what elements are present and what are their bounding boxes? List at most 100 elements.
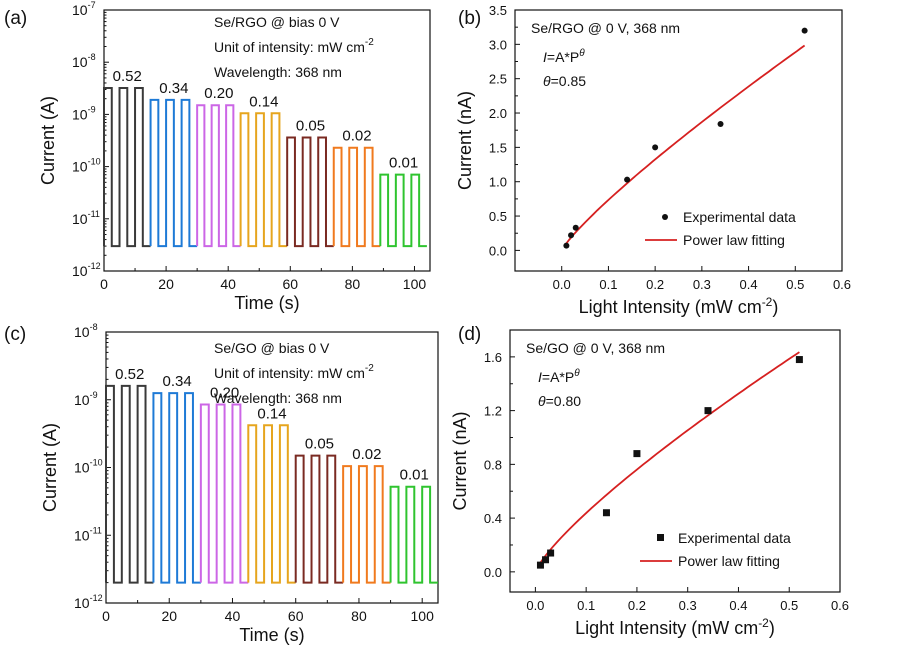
y-tick-exponent: -10	[88, 157, 101, 167]
theta-number: =0.80	[546, 393, 582, 409]
data-point	[568, 232, 575, 239]
x-tick-label: 0.0	[526, 598, 544, 613]
fit-formula: I=A*Pθ	[538, 368, 580, 385]
formula-exponent: θ	[574, 368, 580, 379]
pulse-series-line	[103, 87, 151, 248]
data-point	[652, 144, 659, 151]
data-point	[801, 27, 808, 34]
panel-b: (b) 0.0 0.1 0.2 0.3 0.4 0.5 0.6 0.0 0.5 1.0 1.5 2.0 2…	[455, 3, 851, 317]
panel-label: (d)	[458, 324, 481, 345]
y-tick-exponent: -11	[90, 525, 102, 535]
y-tick-label: 0.4	[484, 511, 502, 526]
y-tick-exponent: -10	[90, 458, 103, 468]
intensity-label: 0.20	[210, 385, 239, 402]
intensity-label: 0.05	[296, 118, 325, 135]
x-tick-label: 100	[403, 276, 427, 292]
y-tick-label: 10-12	[74, 593, 103, 611]
y-tick-label: 10-8	[72, 52, 96, 70]
x-tick-label: 0.1	[577, 598, 595, 613]
pulse-series-line	[286, 136, 334, 248]
x-tick-label: 0.2	[628, 598, 646, 613]
y-tick-label: 0.0	[484, 565, 502, 580]
intensity-label: 0.14	[249, 93, 278, 110]
y-tick-label: 10-8	[74, 322, 98, 340]
pulse-group: 0.01	[379, 155, 427, 248]
pulse-group: 0.02	[332, 128, 381, 248]
pulse-series-line	[196, 104, 241, 248]
y-tick-label: 1.2	[484, 404, 502, 419]
data-point	[717, 121, 724, 128]
data-point	[563, 242, 570, 249]
formula-body: =A*P	[542, 369, 574, 385]
x-tick-label: 80	[351, 608, 367, 624]
theta-value: θ=0.80	[538, 393, 581, 409]
x-tick-label: 0.5	[780, 598, 798, 613]
panel-label: (a)	[4, 8, 27, 29]
annotation-sample: Se/RGO @ 0 V, 368 nm	[531, 20, 680, 36]
y-tick-label: 10-11	[72, 209, 100, 227]
pulse-group: 0.34	[149, 80, 198, 248]
legend-label-data: Experimental data	[683, 209, 796, 225]
x-axis-label: Time (s)	[239, 625, 304, 645]
data-point	[795, 356, 803, 364]
y-tick-label: 10-11	[74, 525, 102, 543]
x-axis-label: Light Intensity (mW cm-2)	[575, 616, 775, 638]
panel-label: (b)	[458, 8, 481, 29]
y-tick-label: 10-10	[72, 157, 101, 175]
y-tick-label: 2.0	[489, 106, 507, 121]
legend-label-fit: Power law fitting	[683, 232, 785, 248]
x-tick-label: 60	[282, 276, 298, 292]
formula-current: I	[543, 49, 547, 65]
y-axis-label: Current (nA)	[450, 411, 470, 510]
y-axis-label: Current (A)	[40, 423, 60, 512]
intensity-label: 0.52	[115, 366, 144, 383]
y-tick-label: 1.6	[484, 350, 502, 365]
x-axis-label-exponent: -2	[758, 616, 769, 630]
intensity-label: 0.52	[113, 68, 142, 85]
pulse-group: 0.52	[105, 366, 154, 584]
y-tick-exponent: -7	[88, 0, 96, 10]
annotation-unit-exponent: -2	[365, 363, 374, 374]
annotation-wavelength: Wavelength: 368 nm	[214, 64, 342, 80]
data-point	[704, 407, 712, 415]
y-tick-label: 1.5	[489, 140, 507, 155]
pulse-series-line	[389, 485, 438, 584]
pulse-series-line	[239, 112, 288, 248]
theta-symbol: θ	[543, 73, 551, 89]
x-tick-label: 60	[288, 608, 304, 624]
y-axis-label: Current (A)	[38, 96, 58, 185]
intensity-label: 0.02	[342, 128, 371, 145]
y-tick-label: 1.0	[489, 175, 507, 190]
x-tick-label: 40	[225, 608, 241, 624]
pulse-group: 0.05	[294, 436, 344, 584]
pulse-series-line	[149, 98, 198, 248]
annotation-unit: Unit of intensity: mW cm-2	[214, 37, 374, 55]
theta-value: θ=0.85	[543, 73, 586, 89]
x-tick-label: 0.3	[679, 598, 697, 613]
y-tick-label: 10-9	[74, 390, 98, 408]
pulse-group: 0.20	[196, 85, 241, 248]
data-point	[624, 176, 631, 183]
x-tick-label: 0.4	[740, 277, 758, 292]
x-tick-label: 40	[220, 276, 236, 292]
y-tick-exponent: -8	[88, 52, 96, 62]
pulse-series-line	[294, 454, 344, 584]
data-point	[536, 561, 544, 569]
x-tick-label: 0.4	[729, 598, 747, 613]
fit-curve	[538, 351, 800, 565]
pulse-group: 0.02	[342, 446, 391, 584]
panel-c: (c) 0 20 40 60 80 100 10-12 10-11 10-10 10-9 10-8 Ti…	[4, 322, 439, 645]
intensity-label: 0.05	[305, 436, 334, 453]
pulse-group: 0.05	[286, 118, 334, 248]
y-tick-exponent: -9	[88, 104, 96, 114]
x-axis-label-close: )	[772, 297, 778, 317]
data-point	[602, 509, 610, 517]
panel-d: (d) 0.0 0.1 0.2 0.3 0.4 0.5 0.6 0.0 0.4 0.8 1.2 1.6 L…	[450, 324, 849, 638]
y-tick-label: 3.5	[489, 3, 507, 18]
pulse-series-line	[332, 146, 381, 248]
intensity-label: 0.34	[159, 80, 188, 97]
y-tick-label: 10-9	[72, 104, 96, 122]
legend-marker-data	[662, 214, 668, 220]
data-point	[547, 549, 555, 557]
x-tick-label: 0.5	[786, 277, 804, 292]
